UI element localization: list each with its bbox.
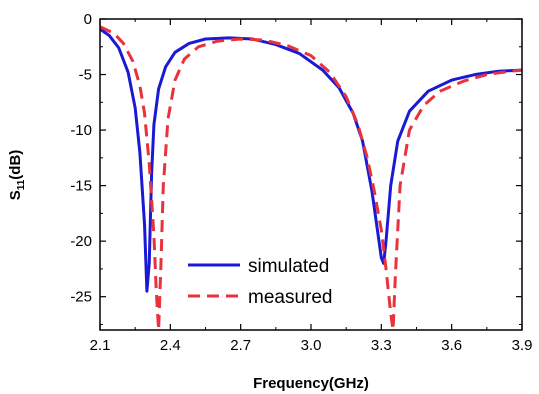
x-axis-label: Frequency(GHz) <box>253 375 369 392</box>
x-tick-label: 2.1 <box>90 337 111 354</box>
legend: simulated measured <box>188 256 333 308</box>
series-layer <box>100 25 522 330</box>
x-tick-label: 2.4 <box>160 337 181 354</box>
x-tick-label: 2.7 <box>230 337 251 354</box>
x-tick-labels: 2.1 2.4 2.7 3.0 3.3 3.6 3.9 <box>90 337 533 354</box>
x-tick-label: 3.9 <box>512 337 533 354</box>
y-axis-label-unit: (dB) <box>7 150 24 180</box>
series-line-simulated <box>100 27 522 293</box>
y-tick-label: -10 <box>70 122 92 139</box>
y-axis-label-subscript: 11 <box>16 179 27 190</box>
y-tick-label: -5 <box>79 67 92 84</box>
y-tick-label: 0 <box>84 11 92 28</box>
x-tick-label: 3.3 <box>371 337 392 354</box>
series-line-measured <box>100 25 522 330</box>
y-tick-label: -20 <box>70 233 92 250</box>
y-tick-label: -25 <box>70 289 92 306</box>
x-tick-label: 3.6 <box>441 337 462 354</box>
y-tick-labels: 0 -5 -10 -15 -20 -25 <box>70 11 92 306</box>
y-axis-label-main: S <box>7 190 24 200</box>
x-tick-label: 3.0 <box>301 337 322 354</box>
plot-frame <box>99 18 523 331</box>
legend-label-measured: measured <box>248 287 333 308</box>
y-tick-label: -15 <box>70 178 92 195</box>
legend-label-simulated: simulated <box>248 256 329 277</box>
y-axis-label: S11(dB) <box>7 150 27 201</box>
